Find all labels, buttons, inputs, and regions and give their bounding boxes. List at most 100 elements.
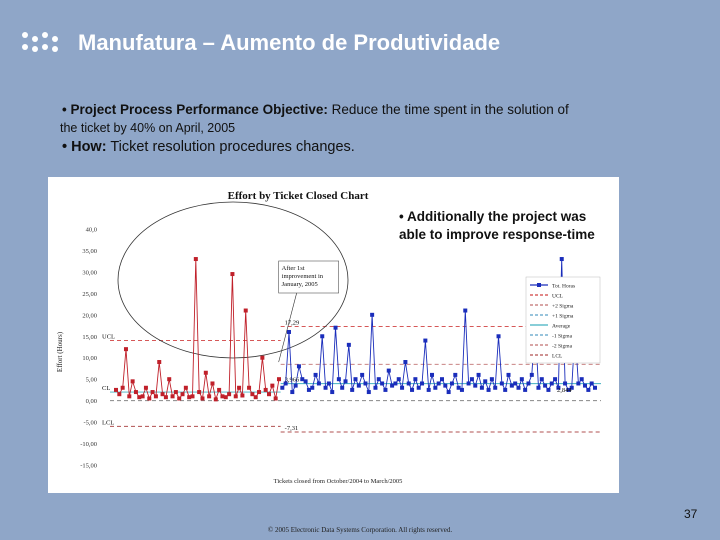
cl-before-label: CL — [102, 385, 110, 392]
after-data-point — [509, 383, 514, 388]
after-data-point — [449, 381, 454, 386]
after-data-point — [323, 385, 328, 390]
before-data-point — [210, 381, 215, 386]
after-data-point — [320, 334, 325, 339]
after-data-point — [496, 334, 501, 339]
bullet-objective-cont: the ticket by 40% on April, 2005 — [60, 121, 236, 135]
before-data-point — [117, 392, 122, 397]
before-data-point — [197, 390, 202, 395]
before-data-point — [133, 390, 138, 395]
after-data-point — [593, 385, 597, 390]
bullet-objective-lead: • Project Process Performance Objective: — [62, 102, 328, 117]
before-data-point — [183, 385, 188, 390]
legend-marker — [537, 283, 541, 287]
after-data-point — [420, 381, 425, 386]
after-data-point — [376, 377, 381, 382]
before-region-ellipse — [117, 201, 349, 359]
bullet-how-text: Ticket resolution procedures changes. — [110, 139, 355, 155]
slide-title: Manufatura – Aumento de Produtividade — [78, 30, 501, 55]
after-data-point — [436, 381, 441, 386]
after-data-point — [366, 390, 371, 395]
before-data-point — [230, 272, 235, 277]
after-data-point — [280, 385, 285, 390]
chart-panel: Effort by Ticket Closed Chart Effort (Ho… — [48, 177, 619, 493]
y-axis-label: Effort (Hours) — [56, 331, 64, 372]
legend-label: -1 Sigma — [552, 334, 573, 340]
after-data-point — [589, 381, 594, 386]
callout-text: • Additionally the project was able to i… — [399, 209, 595, 242]
before-data-point — [143, 385, 148, 390]
before-data-point — [173, 390, 178, 395]
ucl-after-value: 17,29 — [285, 319, 300, 326]
legend-label: UCL — [552, 294, 564, 300]
before-data-point — [250, 392, 255, 397]
after-data-point — [486, 387, 491, 392]
after-data-point — [410, 387, 415, 392]
after-data-point — [563, 381, 568, 386]
after-data-point — [456, 385, 461, 390]
bullet-objective-text: Reduce the time spent in the solution of — [331, 102, 569, 117]
after-data-point — [340, 385, 345, 390]
before-data-point — [170, 394, 175, 399]
y-tick-label: -10,00 — [80, 441, 97, 448]
before-data-point — [260, 355, 265, 360]
after-data-point — [463, 308, 468, 313]
before-data-point — [167, 377, 172, 382]
before-data-point — [140, 394, 145, 399]
before-data-point — [223, 395, 228, 400]
after-data-point — [503, 387, 508, 392]
legend-label: LCL — [552, 354, 563, 360]
after-data-point — [513, 381, 518, 386]
after-data-point — [553, 377, 558, 382]
before-data-point — [190, 394, 195, 399]
after-data-point — [519, 377, 524, 382]
after-data-point — [506, 372, 511, 377]
lcl-before-label: LCL — [102, 419, 114, 426]
y-tick-label: 10,00 — [82, 355, 97, 362]
y-tick-label: 15,00 — [82, 334, 97, 341]
after-data-point — [403, 360, 408, 365]
after-data-point — [586, 387, 591, 392]
after-data-point — [346, 342, 351, 347]
after-data-point — [293, 383, 298, 388]
after-data-point — [380, 381, 385, 386]
before-data-point — [187, 395, 192, 400]
after-data-point — [300, 377, 305, 382]
before-data-point — [163, 395, 168, 400]
after-data-point — [336, 377, 341, 382]
before-data-point — [240, 393, 245, 398]
after-data-point — [286, 329, 291, 334]
bullet-how-lead: • How: — [62, 139, 107, 155]
after-data-point — [330, 390, 335, 395]
after-data-point — [576, 381, 581, 386]
before-data-point — [237, 385, 242, 390]
after-data-point — [316, 381, 321, 386]
before-data-point — [243, 308, 248, 313]
after-data-point — [326, 381, 331, 386]
after-data-point — [539, 377, 544, 382]
before-data-point — [120, 385, 125, 390]
after-data-point — [569, 385, 574, 390]
x-axis-label: Tickets closed from October/2004 to Marc… — [274, 478, 403, 485]
y-tick-label: 25,00 — [82, 291, 97, 298]
after-data-point — [546, 387, 551, 392]
callout-box: • Additionally the project was able to i… — [399, 208, 617, 250]
after-data-point — [423, 338, 428, 343]
before-data-point — [147, 396, 152, 401]
after-data-point — [313, 372, 318, 377]
before-data-point — [160, 392, 165, 397]
after-data-point — [393, 381, 398, 386]
after-data-point — [353, 377, 358, 382]
y-tick-label: 40,0 — [86, 227, 97, 234]
legend-label: -2 Sigma — [552, 344, 573, 350]
ucl-before-label: UCL — [102, 334, 115, 341]
after-data-point — [459, 387, 464, 392]
bullet-objective: • Project Process Performance Objective:… — [60, 100, 662, 138]
after-data-point — [310, 385, 315, 390]
after-data-point — [290, 390, 295, 395]
before-data-point — [273, 396, 278, 401]
after-data-point — [413, 377, 418, 382]
before-data-point — [137, 395, 142, 400]
y-tick-label: 35,00 — [82, 248, 97, 255]
before-data-point — [253, 395, 258, 400]
